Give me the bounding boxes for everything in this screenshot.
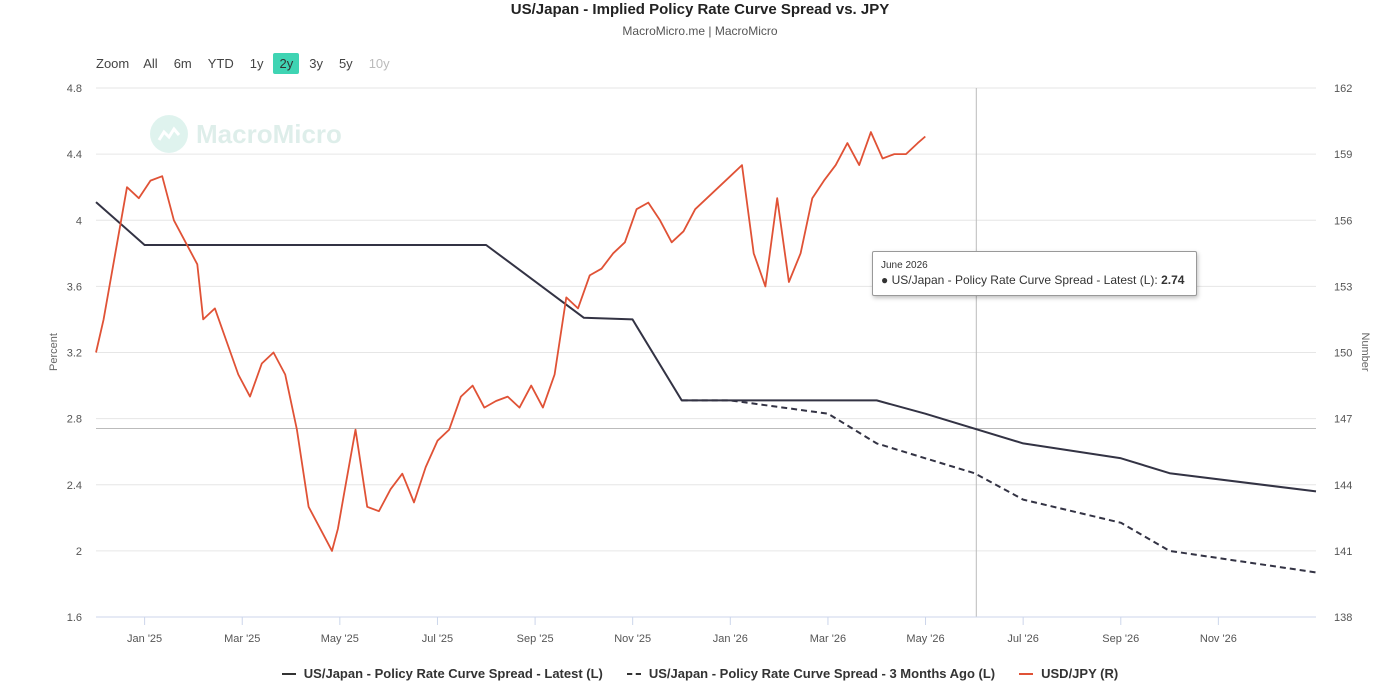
y-left-tick-label: 3.2 — [67, 348, 82, 360]
y-right-tick-label: 159 — [1334, 149, 1352, 161]
x-tick-label: Jul '25 — [422, 633, 453, 645]
legend-item-latest[interactable]: US/Japan - Policy Rate Curve Spread - La… — [281, 666, 603, 681]
tooltip-series: US/Japan - Policy Rate Curve Spread - La… — [891, 273, 1158, 287]
series-latest-line[interactable] — [95, 201, 1317, 493]
y-axis-right: 138 141 144 147 150 153 156 159 162 — [1334, 83, 1352, 624]
zoom-1y-button[interactable]: 1y — [249, 56, 264, 71]
tooltip-date: June 2026 — [881, 260, 928, 271]
watermark-text: MacroMicro — [196, 118, 342, 149]
legend-label-3m-ago: US/Japan - Policy Rate Curve Spread - 3 … — [648, 666, 996, 681]
legend-item-3m-ago[interactable]: US/Japan - Policy Rate Curve Spread - 3 … — [626, 666, 996, 681]
legend-swatch-3m-ago — [626, 672, 641, 675]
macromicro-logo-icon — [150, 115, 188, 153]
y-right-tick-label: 141 — [1334, 546, 1352, 558]
x-tick-label: Jan '25 — [127, 633, 162, 645]
zoom-all-button[interactable]: All — [143, 56, 158, 71]
y-right-tick-label: 147 — [1334, 414, 1352, 426]
x-tick-label: Jul '26 — [1007, 633, 1038, 645]
crosshair — [96, 88, 1316, 617]
legend-swatch-latest — [281, 672, 296, 675]
watermark: MacroMicro — [150, 115, 342, 153]
y-axis-right-title: Number — [1359, 332, 1371, 371]
y-left-tick-label: 1.6 — [67, 612, 82, 624]
tooltip-value: 2.74 — [1161, 273, 1185, 287]
y-left-tick-label: 3.6 — [67, 281, 82, 293]
x-tick-label: Sep '25 — [517, 633, 554, 645]
y-right-tick-label: 150 — [1334, 348, 1352, 360]
legend: US/Japan - Policy Rate Curve Spread - La… — [0, 666, 1400, 681]
tooltip-row: ● US/Japan - Policy Rate Curve Spread - … — [881, 273, 1185, 287]
x-tick-label: Jan '26 — [713, 633, 748, 645]
x-tick-label: Mar '26 — [810, 633, 846, 645]
x-tick-label: Nov '25 — [614, 633, 651, 645]
x-tick-label: Mar '25 — [224, 633, 260, 645]
series-usdjpy-line[interactable] — [95, 131, 926, 552]
y-right-tick-label: 138 — [1334, 612, 1352, 624]
legend-label-usdjpy: USD/JPY (R) — [1041, 666, 1119, 681]
y-left-tick-label: 4 — [76, 215, 82, 227]
y-axis-left: 1.6 2 2.4 2.8 3.2 3.6 4 4.4 4.8 — [67, 83, 82, 624]
chart-title: US/Japan - Implied Policy Rate Curve Spr… — [510, 1, 890, 18]
zoom-ytd-button[interactable]: YTD — [207, 56, 234, 71]
y-axis-left-title: Percent — [48, 333, 60, 371]
series-3m-ago-line[interactable] — [681, 399, 1317, 574]
x-axis: Jan '25 Mar '25 May '25 Jul '25 Sep '25 Nov '… — [127, 617, 1237, 645]
y-left-tick-label: 4.8 — [67, 83, 82, 95]
x-tick-label: May '25 — [321, 633, 359, 645]
x-tick-label: May '26 — [906, 633, 944, 645]
y-right-tick-label: 162 — [1334, 83, 1352, 95]
legend-item-usdjpy[interactable]: USD/JPY (R) — [1019, 666, 1118, 681]
zoom-5y-button[interactable]: 5y — [338, 56, 353, 71]
zoom-toolbar: Zoom All 6m YTD 1y 2y 3y 5y 10y — [90, 53, 400, 74]
zoom-3y-button[interactable]: 3y — [309, 56, 323, 71]
y-left-tick-label: 4.4 — [67, 149, 82, 161]
y-left-tick-label: 2.8 — [67, 414, 82, 426]
zoom-label: Zoom — [96, 56, 130, 71]
y-right-tick-label: 153 — [1334, 281, 1352, 293]
gridlines — [96, 87, 1316, 618]
y-left-tick-label: 2 — [76, 546, 82, 558]
x-tick-label: Sep '26 — [1102, 633, 1139, 645]
chart-subtitle: MacroMicro.me | MacroMicro — [622, 24, 778, 38]
x-tick-label: Nov '26 — [1200, 633, 1237, 645]
y-right-tick-label: 144 — [1334, 480, 1352, 492]
zoom-2y-button[interactable]: 2y — [273, 53, 300, 74]
zoom-6m-button[interactable]: 6m — [173, 56, 192, 71]
y-right-tick-label: 156 — [1334, 215, 1352, 227]
legend-swatch-usdjpy — [1019, 672, 1034, 675]
series-group — [95, 131, 1317, 574]
legend-label-latest: US/Japan - Policy Rate Curve Spread - La… — [303, 666, 603, 681]
tooltip: June 2026 ● US/Japan - Policy Rate Curve… — [872, 251, 1197, 296]
y-left-tick-label: 2.4 — [67, 480, 82, 492]
zoom-10y-button: 10y — [368, 56, 390, 71]
